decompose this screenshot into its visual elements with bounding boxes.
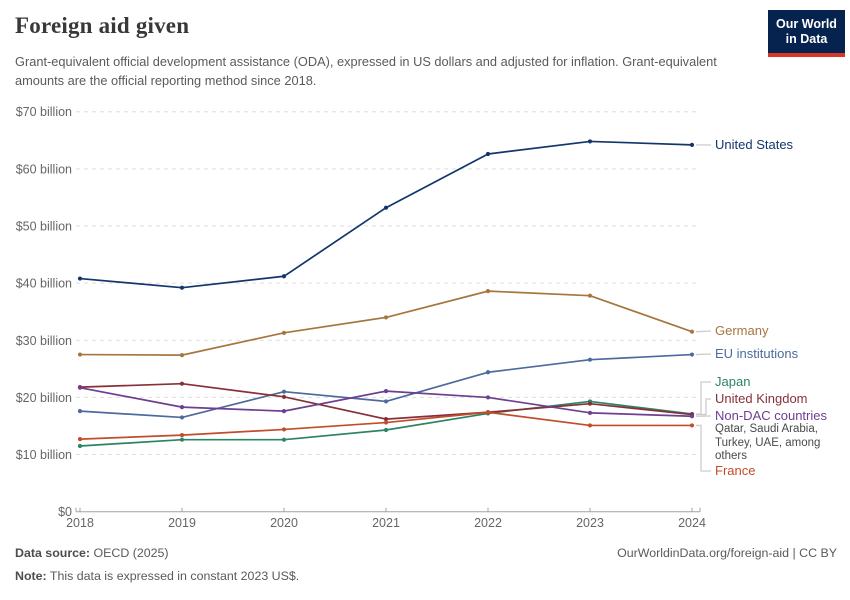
data-point-non-dac-countries-2018	[77, 385, 83, 390]
x-tick-label: 2018	[66, 516, 94, 530]
data-point-united-kingdom-2021	[383, 417, 389, 422]
legend-connector-eu-institutions	[695, 353, 712, 356]
legend-item-eu-institutions[interactable]: EU institutions	[715, 346, 799, 361]
data-point-france-2019	[179, 433, 185, 438]
chart-subtitle: Grant-equivalent official development as…	[15, 54, 717, 88]
data-point-france-2018	[77, 437, 83, 442]
data-point-non-dac-countries-2022	[485, 395, 491, 400]
data-point-non-dac-countries-2023	[587, 410, 593, 415]
data-source-label: Data source:	[15, 546, 91, 560]
series-line-germany[interactable]	[79, 290, 693, 356]
y-tick-label: $50 billion	[16, 219, 72, 233]
owid-logo[interactable]: Our World in Data	[768, 10, 845, 57]
legend-item-france[interactable]: France	[715, 463, 756, 478]
data-point-eu-institutions-2021	[383, 399, 389, 404]
data-point-non-dac-countries-2020	[281, 409, 287, 414]
legend-item-germany[interactable]: Germany	[715, 323, 769, 338]
data-point-germany-2022	[485, 289, 491, 294]
note-value: This data is expressed in constant 2023 …	[46, 569, 300, 583]
data-point-france-2020	[281, 427, 287, 432]
legend-item-japan[interactable]: Japan	[715, 374, 751, 389]
data-point-united-kingdom-2023	[587, 401, 593, 406]
y-tick-label: $10 billion	[16, 448, 72, 462]
x-tick-label: 2024	[678, 516, 706, 530]
x-tick-label: 2022	[474, 516, 502, 530]
data-point-united-states-2021	[383, 205, 389, 210]
y-tick-label: $40 billion	[16, 277, 72, 291]
x-tick-label: 2019	[168, 516, 196, 530]
data-point-france-2023	[587, 423, 593, 428]
data-point-united-kingdom-2020	[281, 394, 287, 399]
data-point-france-2024	[689, 423, 695, 428]
data-point-germany-2019	[179, 353, 185, 358]
y-tick-label: $60 billion	[16, 162, 72, 176]
y-tick-label: $0	[58, 505, 72, 519]
note-label: Note:	[15, 569, 47, 583]
data-point-germany-2020	[281, 330, 287, 335]
data-point-japan-2021	[383, 427, 389, 433]
data-point-non-dac-countries-2024	[689, 414, 695, 419]
owid-logo-line2: in Data	[785, 31, 828, 46]
data-point-japan-2019	[179, 437, 185, 442]
data-point-germany-2021	[383, 315, 389, 320]
data-point-france-2021	[383, 420, 389, 425]
data-point-united-kingdom-2019	[179, 381, 185, 386]
y-tick-label: $70 billion	[16, 105, 72, 119]
data-point-non-dac-countries-2019	[179, 405, 185, 410]
data-point-germany-2023	[587, 293, 593, 298]
note-text: Note: This data is expressed in constant…	[15, 569, 299, 583]
owid-logo-line1: Our World	[776, 16, 837, 31]
legend-connector-united-kingdom	[696, 398, 711, 416]
x-tick-label: 2023	[576, 516, 604, 530]
x-tick-label: 2021	[372, 516, 400, 530]
data-point-united-states-2020	[281, 274, 287, 279]
data-point-non-dac-countries-2021	[383, 389, 389, 394]
data-point-united-states-2019	[179, 285, 185, 290]
data-point-germany-2024	[689, 329, 695, 334]
legend-note-non-dac-countries: Qatar, Saudi Arabia, Turkey, UAE, among …	[715, 423, 821, 462]
data-point-eu-institutions-2023	[587, 357, 593, 362]
data-point-japan-2020	[281, 437, 287, 442]
data-source-value: OECD (2025)	[90, 546, 169, 560]
legend-item-united-kingdom[interactable]: United Kingdom	[715, 391, 808, 406]
legend-item-non-dac-countries[interactable]: Non-DAC countries	[715, 408, 827, 423]
data-point-eu-institutions-2022	[485, 370, 491, 375]
data-point-united-states-2018	[77, 276, 83, 281]
data-point-eu-institutions-2019	[179, 415, 185, 420]
owid-link[interactable]: OurWorldinData.org/foreign-aid | CC BY	[617, 546, 837, 560]
data-point-eu-institutions-2018	[77, 409, 83, 414]
data-point-united-states-2022	[485, 151, 491, 157]
data-point-france-2022	[485, 410, 491, 415]
data-point-united-states-2023	[587, 139, 593, 144]
data-point-eu-institutions-2020	[281, 389, 287, 394]
page-title: Foreign aid given	[15, 13, 190, 38]
data-point-eu-institutions-2024	[689, 352, 695, 357]
data-point-united-states-2024	[689, 142, 695, 147]
data-source-text: Data source: OECD (2025)	[15, 546, 169, 560]
legend-connector-germany	[695, 330, 712, 333]
series-line-eu-institutions[interactable]	[79, 353, 693, 419]
data-point-germany-2018	[77, 352, 83, 357]
x-tick-label: 2020	[270, 516, 298, 530]
legend-item-united-states[interactable]: United States	[715, 137, 794, 152]
y-tick-label: $30 billion	[16, 334, 72, 348]
series-line-united-states[interactable]	[79, 140, 693, 289]
legend-connector-france	[696, 424, 711, 472]
y-tick-label: $20 billion	[16, 391, 72, 405]
legend-connector-japan	[696, 381, 711, 415]
data-point-japan-2018	[77, 443, 83, 449]
